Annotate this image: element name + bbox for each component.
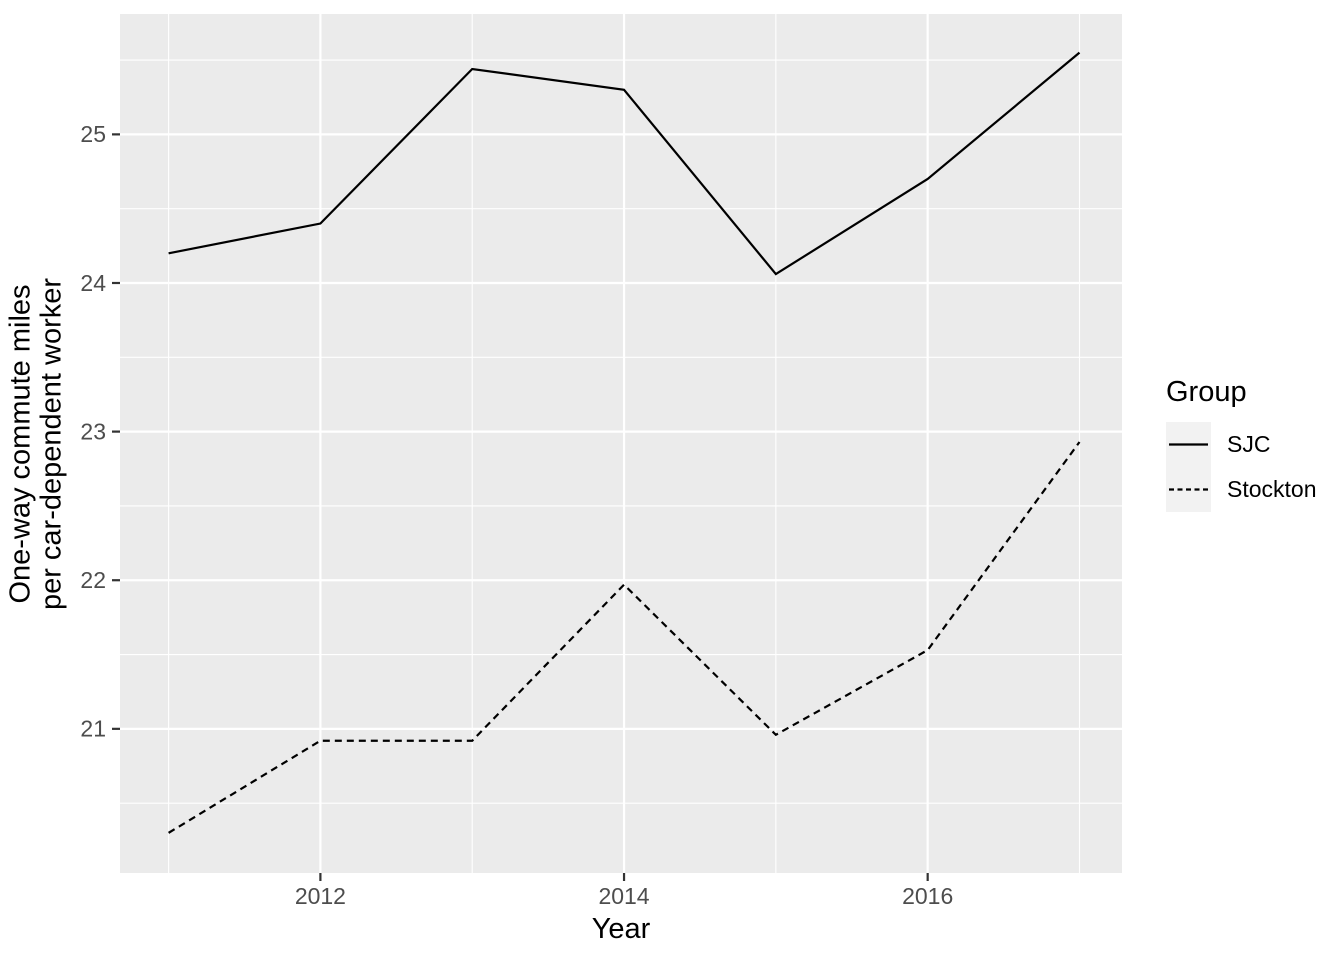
sjc-solid-line-swatch	[1166, 422, 1211, 467]
legend-item-sjc: SJC	[1166, 422, 1317, 467]
y-tick-label: 22	[80, 567, 106, 593]
x-axis-title: Year	[591, 913, 651, 945]
x-tick-label: 2012	[295, 883, 346, 909]
y-tick-label: 25	[80, 121, 106, 147]
legend-item-stockton: Stockton	[1166, 467, 1317, 512]
legend-label-sjc: SJC	[1227, 431, 1271, 457]
y-tick-label: 24	[80, 270, 106, 296]
stockton-dashed-line-swatch	[1166, 467, 1211, 512]
legend-title: Group	[1166, 376, 1247, 408]
x-tick-label: 2016	[902, 883, 953, 909]
y-axis-title: One-way commute miles per car-dependent …	[4, 277, 67, 611]
x-tick-label: 2014	[598, 883, 649, 909]
series-line-sjc	[168, 51, 1081, 276]
legend-label-stockton: Stockton	[1227, 476, 1317, 502]
legend-keys: SJC Stockton	[1166, 422, 1317, 512]
legend: Group SJC Stockton	[1166, 376, 1317, 512]
y-tick-label: 21	[80, 716, 106, 742]
y-tick-label: 23	[80, 418, 106, 444]
